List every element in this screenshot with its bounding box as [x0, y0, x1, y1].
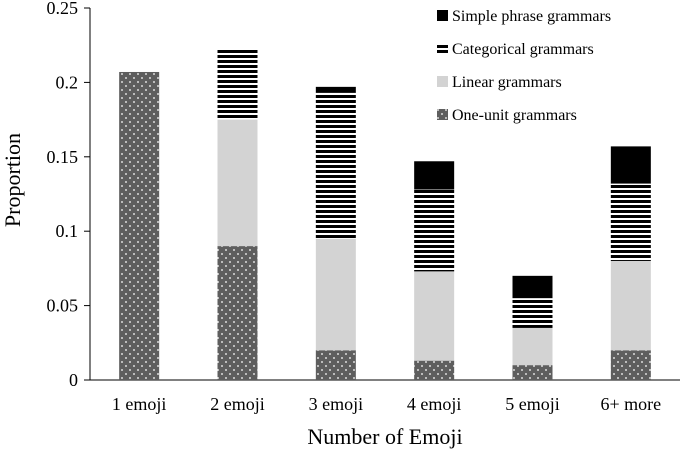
x-tick-label: 2 emoji: [210, 394, 265, 414]
x-axis-title: Number of Emoji: [307, 424, 462, 449]
legend-label: Simple phrase grammars: [452, 8, 611, 25]
bar-segment-simple-phrase-grammars: [315, 86, 356, 93]
y-tick-label: 0.2: [56, 72, 79, 92]
y-tick-label: 0.25: [47, 0, 79, 18]
y-tick-label: 0.15: [47, 147, 79, 167]
y-tick-label: 0.05: [47, 296, 79, 316]
axes: [89, 8, 680, 381]
legend-swatch: [437, 76, 448, 87]
y-axis-title: Proportion: [0, 133, 25, 227]
bar-segment-one-unit-grammars: [119, 71, 160, 380]
legend-label: Linear grammars: [452, 74, 562, 91]
legend: Simple phrase grammars Categorical gramma…: [437, 8, 611, 124]
x-tick-label: 1 emoji: [112, 394, 167, 414]
bar-segment-one-unit-grammars: [414, 360, 455, 380]
bars: [119, 49, 651, 380]
y-tick-label: 0.1: [56, 221, 79, 241]
legend-swatch: [437, 43, 448, 54]
x-axis-ticks: 1 emoji 2 emoji 3 emoji 4 emoji 5 emoji 6+ mo…: [112, 394, 661, 414]
y-tick-label: 0: [69, 370, 78, 390]
bar-segment-one-unit-grammars: [315, 350, 356, 380]
bar-segment-linear-grammars: [414, 271, 455, 361]
legend-swatch: [437, 109, 448, 120]
x-tick-label: 4 emoji: [407, 394, 462, 414]
bar-segment-one-unit-grammars: [217, 246, 258, 380]
x-tick-label: 3 emoji: [309, 394, 364, 414]
bar-segment-linear-grammars: [315, 238, 356, 351]
bar-segment-linear-grammars: [512, 327, 553, 366]
legend-swatch: [437, 10, 448, 21]
bar-segment-linear-grammars: [217, 119, 258, 247]
legend-label: Categorical grammars: [452, 41, 594, 58]
legend-label: One-unit grammars: [452, 107, 577, 124]
bar-segment-one-unit-grammars: [512, 365, 553, 380]
bar-segment-one-unit-grammars: [610, 350, 651, 380]
bar-segment-categorical-grammars: [512, 298, 553, 328]
bar-segment-linear-grammars: [610, 260, 651, 351]
bar-segment-categorical-grammars: [610, 183, 651, 261]
bar-segment-categorical-grammars: [414, 189, 455, 272]
bar-segment-categorical-grammars: [315, 92, 356, 239]
y-axis-ticks: 0 0.05 0.1 0.15 0.2 0.25: [47, 0, 90, 390]
bar-segment-categorical-grammars: [217, 49, 258, 120]
bar-segment-simple-phrase-grammars: [512, 275, 553, 299]
x-tick-label: 6+ more: [601, 394, 662, 414]
x-tick-label: 5 emoji: [505, 394, 560, 414]
bar-segment-simple-phrase-grammars: [414, 161, 455, 190]
bar-segment-simple-phrase-grammars: [610, 146, 651, 184]
